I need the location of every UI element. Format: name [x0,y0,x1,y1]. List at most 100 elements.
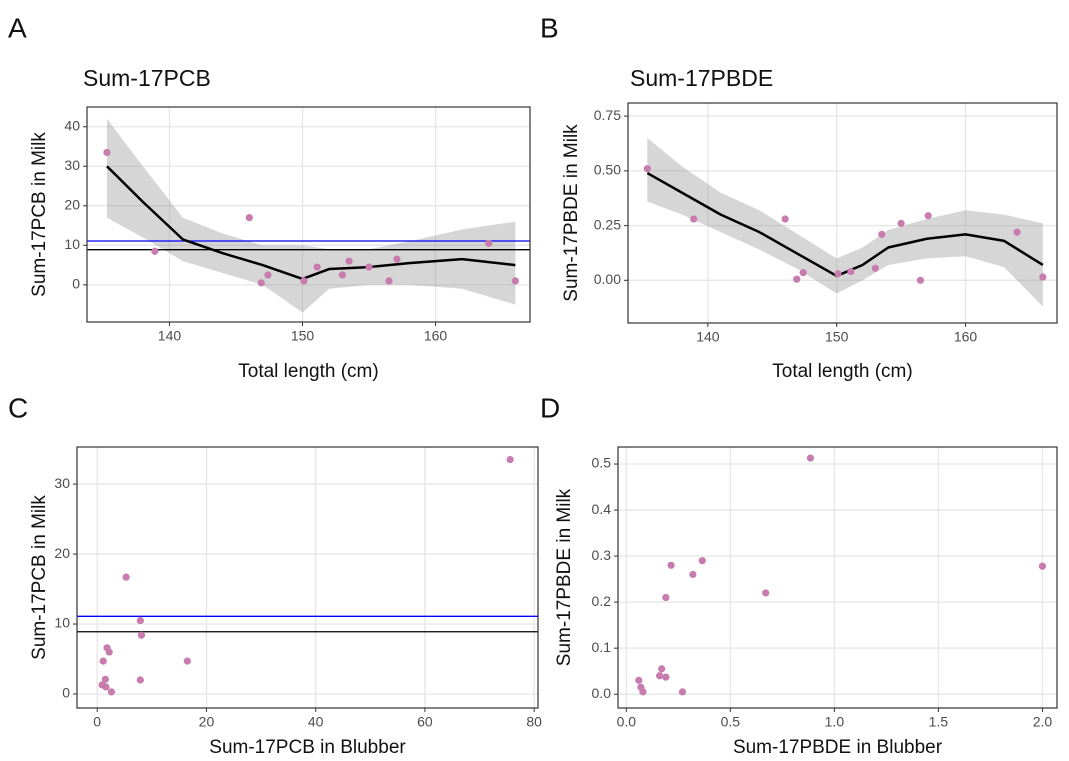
point [871,264,879,272]
point [1038,562,1047,570]
y-tick-label: 30 [54,475,70,491]
point [658,665,666,673]
x-tick-label: 160 [424,328,448,344]
point [385,277,393,285]
y-tick-label: 20 [54,545,70,561]
point [365,263,373,271]
plot-background [87,107,530,322]
point [345,257,353,265]
y-tick-label: 0.75 [594,107,621,123]
point [667,561,675,569]
point [136,676,144,684]
y-tick-label: 0 [72,276,80,292]
point [878,230,886,238]
point [639,688,647,696]
point [834,270,842,278]
point [313,263,321,271]
plot-border [627,102,1058,324]
point [781,215,789,223]
y-tick-label: 0.0 [592,685,612,701]
x-tick-label: 1.5 [929,714,949,730]
point [662,673,670,681]
point [643,165,651,173]
x-axis-label: Total length (cm) [238,361,378,382]
panel-letter: A [8,12,27,43]
point [662,593,670,602]
x-tick-label: 160 [954,329,978,345]
x-tick-label: 80 [526,714,542,730]
point [151,247,159,255]
point [635,676,643,684]
y-tick-label: 10 [64,236,80,252]
point [103,148,111,157]
x-tick-label: 2.0 [1033,714,1053,730]
point [257,279,265,287]
y-tick-label: 0.2 [592,593,612,609]
point [847,267,855,276]
point [338,271,347,279]
y-tick-label: 10 [54,615,70,631]
x-tick-label: 0.5 [721,714,741,730]
x-tick-label: 0.0 [617,714,637,730]
x-tick-label: 140 [696,329,720,345]
y-tick-label: 0.3 [592,547,612,563]
plot-background [618,447,1057,708]
point [690,215,698,223]
point [897,219,905,227]
point [101,675,110,683]
point [99,657,107,665]
plot-background [77,447,538,708]
y-tick-label: 30 [64,157,80,173]
confidence-band [106,118,516,313]
x-tick-label: 1.0 [825,714,845,730]
point [1013,228,1021,236]
x-tick-label: 20 [199,714,215,730]
point [1039,273,1047,281]
y-tick-label: 0 [62,685,70,701]
point [122,573,130,581]
point [924,212,932,220]
y-axis-label: Sum-17PBDE in Milk [561,124,582,302]
point [183,657,191,665]
point [793,275,801,283]
y-axis-label: Sum-17PCB in Milk [29,132,50,297]
y-axis-label: Sum-17PBDE in Milk [554,488,575,666]
point [678,688,687,696]
point [511,277,519,285]
y-tick-label: 0.50 [594,162,621,178]
point [656,672,664,680]
y-axis-label: Sum-17PCB in Milk [29,495,50,660]
panel-letter: D [540,392,560,423]
y-tick-label: 0.4 [592,501,612,517]
x-axis-label: Sum-17PCB in Blubber [209,737,406,758]
x-tick-label: 60 [417,714,433,730]
y-tick-label: 0.25 [594,216,621,232]
plot-border [76,446,539,709]
panel-letter: B [540,12,559,43]
point [107,688,116,696]
y-tick-label: 0.1 [592,639,612,655]
point [105,648,113,656]
y-tick-label: 0.00 [594,271,621,287]
y-tick-label: 0.5 [592,455,612,471]
y-tick-label: 20 [64,197,80,213]
point [698,557,706,565]
x-tick-label: 0 [93,714,101,730]
point [689,570,697,579]
point [506,455,514,464]
panel-title: Sum-17PCB [83,65,211,91]
x-tick-label: 40 [308,714,324,730]
panel-title: Sum-17PBDE [630,65,773,91]
point [806,454,815,462]
point [102,683,110,691]
point [393,255,401,263]
point [300,277,308,285]
point [762,589,770,597]
point [264,271,272,279]
plot-background [628,103,1057,323]
x-tick-label: 150 [825,329,849,345]
point [799,269,807,277]
point [137,631,146,639]
x-tick-label: 150 [291,328,315,344]
plot-border [86,106,531,323]
